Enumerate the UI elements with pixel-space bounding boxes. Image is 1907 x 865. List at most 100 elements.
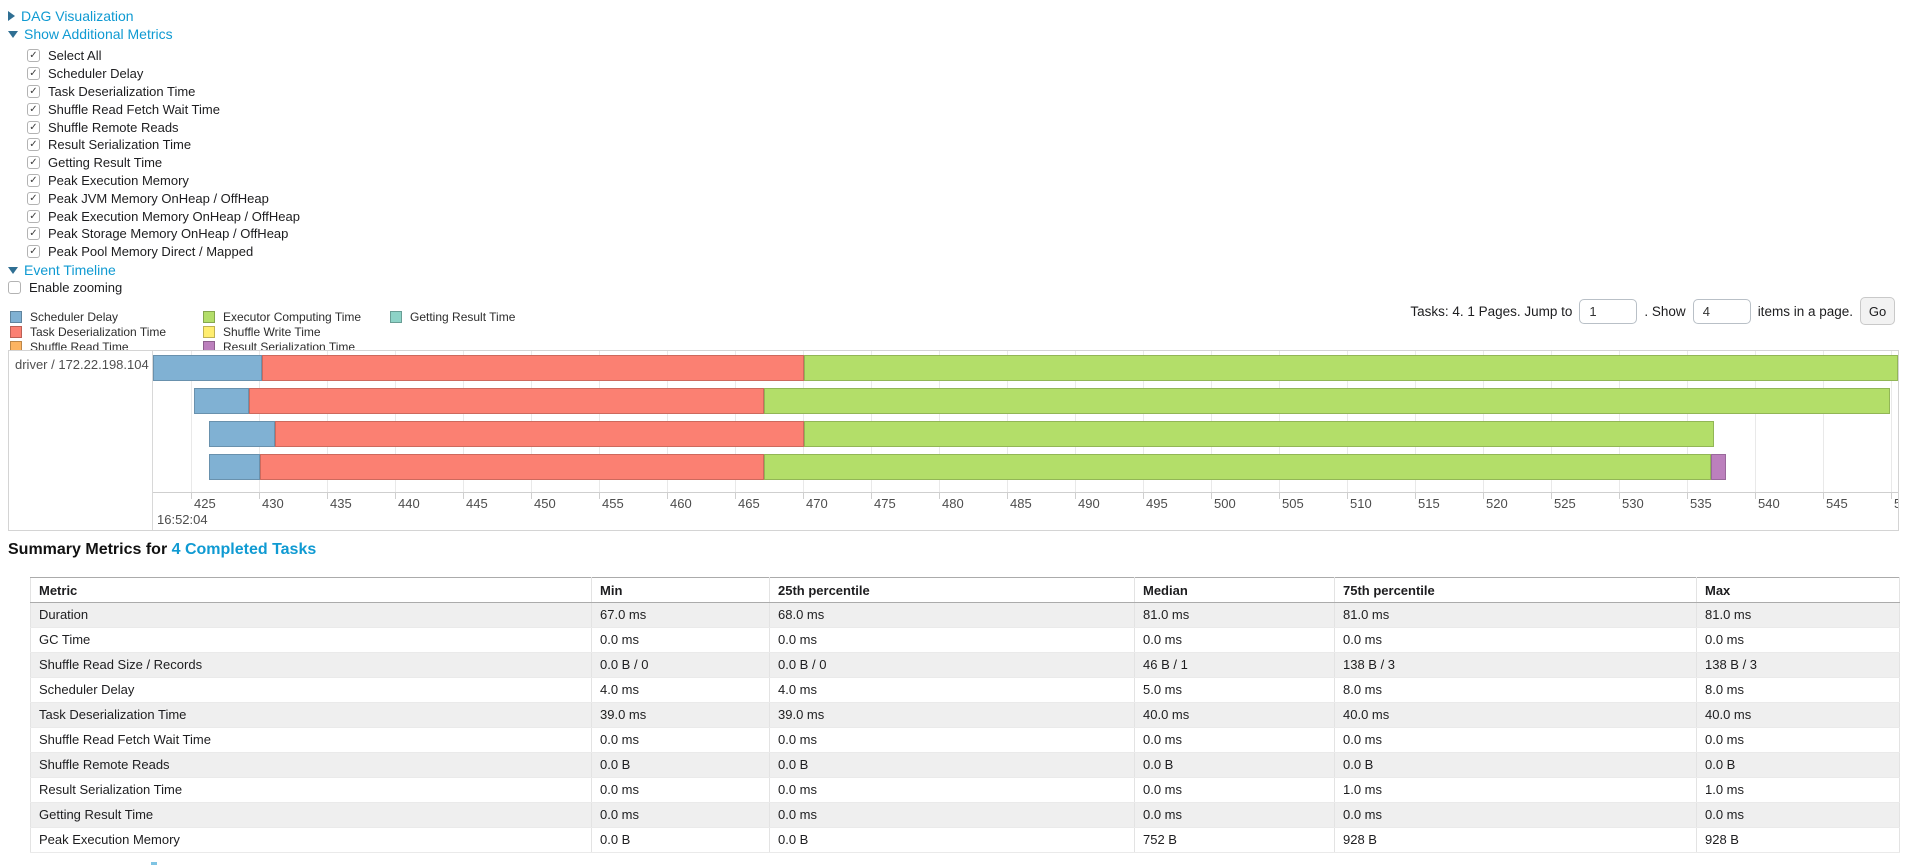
metric-checkbox[interactable]: ✓ <box>27 156 40 170</box>
task-bar-result_serialization[interactable] <box>1711 454 1727 480</box>
metric-checkbox[interactable]: ✓ <box>27 67 40 81</box>
task-bar-executor_computing[interactable] <box>763 454 1712 480</box>
metric-checkbox-label: Peak Pool Memory Direct / Mapped <box>48 244 254 260</box>
metric-checkbox-label: Peak Storage Memory OnHeap / OffHeap <box>48 226 289 242</box>
metric-checkbox[interactable]: ✓ <box>27 173 40 187</box>
jump-to-page-input[interactable] <box>1579 298 1638 324</box>
metric-checkbox-row: ✓ Shuffle Read Fetch Wait Time <box>27 100 300 118</box>
timeline-gridline <box>1755 351 1756 492</box>
timeline-tick-label: 545 <box>1826 496 1848 511</box>
timeline-tick <box>1143 493 1144 499</box>
scheduler_delay-swatch <box>10 310 22 323</box>
timeline-tick-label: 525 <box>1554 496 1576 511</box>
task-bar-task_deserialization[interactable] <box>275 421 805 447</box>
summary-table-cell: 0.0 ms <box>769 627 1135 653</box>
task-bar-scheduler_delay[interactable] <box>153 355 262 381</box>
summary-table-cell: 0.0 B <box>769 752 1135 778</box>
timeline-legend: Scheduler Delay Task Deserialization Time… <box>10 309 590 354</box>
event-timeline-toggle[interactable]: Event Timeline <box>8 262 116 278</box>
summary-table-cell: 68.0 ms <box>769 602 1135 628</box>
metric-checkbox[interactable]: ✓ <box>27 209 40 223</box>
summary-table-cell: 40.0 ms <box>1134 702 1335 728</box>
timeline-tick <box>871 493 872 499</box>
legend-item: Scheduler Delay <box>10 309 203 324</box>
summary-column-header: 25th percentile <box>769 577 1135 603</box>
summary-table-cell: Shuffle Remote Reads <box>30 752 592 778</box>
metric-checkbox[interactable]: ✓ <box>27 245 40 259</box>
timeline-tick-label: 510 <box>1350 496 1372 511</box>
summary-table-row: Duration 67.0 ms 68.0 ms 81.0 ms 81.0 ms 81.0… <box>30 602 1900 628</box>
metric-checkbox[interactable]: ✓ <box>27 84 40 98</box>
task-bar-executor_computing[interactable] <box>804 421 1715 447</box>
summary-table-cell: 1.0 ms <box>1334 777 1697 803</box>
summary-table-cell: 81.0 ms <box>1134 602 1335 628</box>
timeline-tick-label: 445 <box>466 496 488 511</box>
metric-checkbox-row: ✓ Scheduler Delay <box>27 65 300 83</box>
metric-checkbox[interactable]: ✓ <box>27 138 40 152</box>
metric-checkbox[interactable]: ✓ <box>27 227 40 241</box>
event-timeline-link[interactable]: Event Timeline <box>24 262 116 278</box>
metric-checkbox-label: Scheduler Delay <box>48 66 144 82</box>
task-bar-scheduler_delay[interactable] <box>208 421 276 447</box>
timeline-tick-label: 495 <box>1146 496 1168 511</box>
items-per-page-text: items in a page. <box>1757 303 1853 319</box>
arrow-right-icon <box>8 11 15 21</box>
summary-table-cell: 0.0 ms <box>769 727 1135 753</box>
summary-column-header: Median <box>1134 577 1335 603</box>
task-bar-scheduler_delay[interactable] <box>208 454 261 480</box>
items-per-page-input[interactable] <box>1692 298 1751 324</box>
summary-table-cell: 81.0 ms <box>1696 602 1900 628</box>
metric-checkbox-row: ✓ Peak Storage Memory OnHeap / OffHeap <box>27 225 300 243</box>
summary-table-row: Task Deserialization Time 39.0 ms 39.0 ms 4… <box>30 702 1900 728</box>
show-text: . Show <box>1644 303 1686 319</box>
summary-table-cell: 928 B <box>1696 827 1900 853</box>
summary-table-cell: 0.0 ms <box>1696 727 1900 753</box>
task-bar-task_deserialization[interactable] <box>261 355 805 381</box>
metric-checkbox-row: ✓ Shuffle Remote Reads <box>27 118 300 136</box>
task-bar-executor_computing[interactable] <box>763 388 1890 414</box>
metric-checkbox[interactable]: ✓ <box>27 120 40 134</box>
metric-checkbox-label: Select All <box>48 48 102 64</box>
executor_computing-swatch <box>203 310 215 323</box>
metric-checkbox-row: ✓ Peak Pool Memory Direct / Mapped <box>27 243 300 261</box>
timeline-tick <box>1211 493 1212 499</box>
timeline-tick-label: 465 <box>738 496 760 511</box>
legend-label: Getting Result Time <box>410 309 516 324</box>
dag-visualization-link[interactable]: DAG Visualization <box>21 8 134 24</box>
metric-checkbox[interactable]: ✓ <box>27 191 40 205</box>
summary-table-cell: 0.0 B <box>591 827 770 853</box>
metric-checkbox-row: ✓ Peak Execution Memory OnHeap / OffHeap <box>27 207 300 225</box>
task-bar-task_deserialization[interactable] <box>249 388 764 414</box>
metric-checkbox[interactable]: ✓ <box>27 49 40 63</box>
timeline-tick <box>259 493 260 499</box>
timeline-tick-label: 485 <box>1010 496 1032 511</box>
timeline-tick-label: 505 <box>1282 496 1304 511</box>
go-button[interactable]: Go <box>1860 297 1895 325</box>
timeline-tick <box>1415 493 1416 499</box>
getting_result-swatch <box>390 310 402 323</box>
legend-item: Task Deserialization Time <box>10 324 203 339</box>
timeline-tick-label: 540 <box>1758 496 1780 511</box>
summary-table-cell: 0.0 ms <box>769 802 1135 828</box>
show-additional-metrics-toggle[interactable]: Show Additional Metrics <box>8 26 173 42</box>
cutoff-content-sliver <box>151 862 157 865</box>
summary-table-cell: 8.0 ms <box>1334 677 1697 703</box>
timeline-gridline <box>1891 351 1892 492</box>
summary-table-row: Result Serialization Time 0.0 ms 0.0 ms 0.0… <box>30 777 1900 803</box>
metric-checkbox[interactable]: ✓ <box>27 102 40 116</box>
completed-tasks-link[interactable]: 4 Completed Tasks <box>171 541 317 558</box>
metric-checkbox-row: ✓ Select All <box>27 47 300 65</box>
task-bar-executor_computing[interactable] <box>804 355 1898 381</box>
show-additional-metrics-link[interactable]: Show Additional Metrics <box>24 26 173 42</box>
summary-column-header: Metric <box>30 577 592 603</box>
dag-visualization-toggle[interactable]: DAG Visualization <box>8 8 134 24</box>
executor-label-column: driver / 172.22.198.104 <box>9 351 153 530</box>
task-bar-scheduler_delay[interactable] <box>193 388 250 414</box>
enable-zooming-checkbox[interactable] <box>8 281 21 294</box>
summary-table-cell: Shuffle Read Fetch Wait Time <box>30 727 592 753</box>
task-bar-task_deserialization[interactable] <box>260 454 764 480</box>
summary-table-cell: 0.0 ms <box>1334 802 1697 828</box>
summary-column-header: Max <box>1696 577 1900 603</box>
summary-table-cell: 4.0 ms <box>769 677 1135 703</box>
metric-checkbox-row: ✓ Peak Execution Memory <box>27 172 300 190</box>
